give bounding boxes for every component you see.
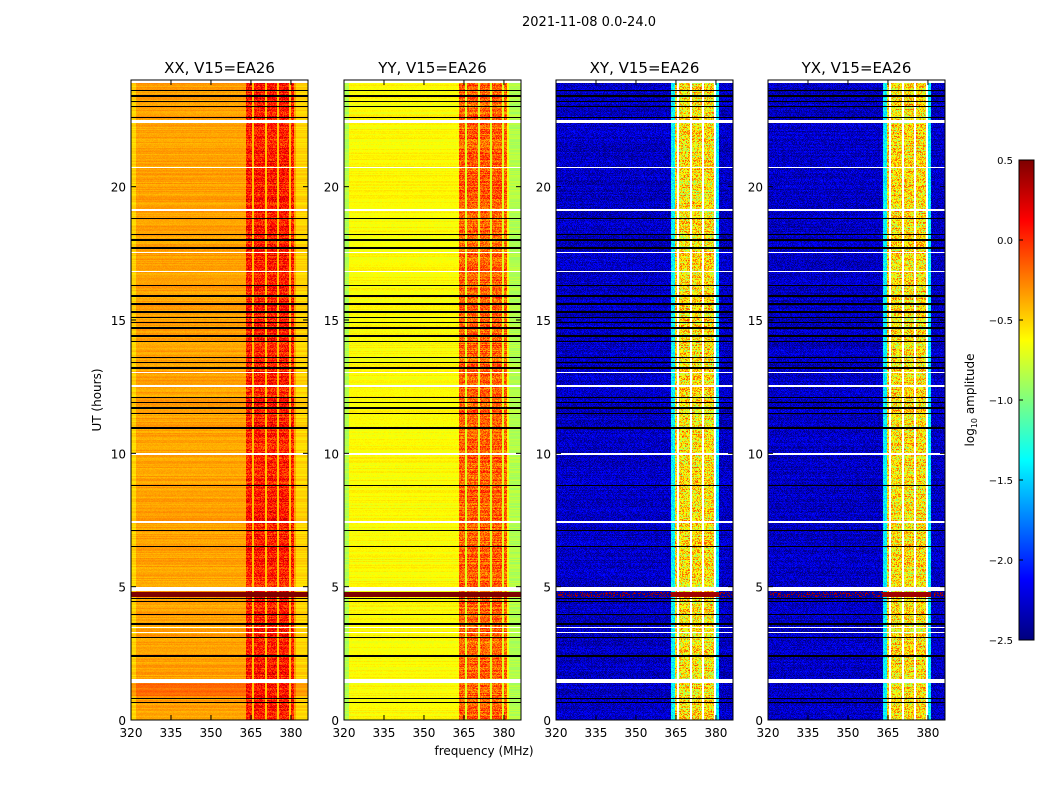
y-tick-label: 10 — [536, 447, 551, 461]
y-tick-label: 0 — [755, 714, 763, 728]
panel-title: YX, V15=EA26 — [801, 59, 912, 77]
colorbar-tick-label: −2.5 — [989, 636, 1013, 647]
x-tick-label: 335 — [160, 726, 183, 740]
heatmap-yx — [768, 80, 945, 720]
y-tick-label: 20 — [111, 181, 126, 195]
colorbar-tick-label: −1.5 — [989, 476, 1013, 487]
x-tick-label: 320 — [333, 726, 356, 740]
x-tick-label: 335 — [373, 726, 396, 740]
x-tick-label: 380 — [279, 726, 302, 740]
x-tick-label: 350 — [625, 726, 648, 740]
x-tick-label: 350 — [413, 726, 436, 740]
y-tick-label: 0 — [331, 714, 339, 728]
axes-frame — [343, 79, 522, 721]
x-tick-label: 365 — [240, 726, 263, 740]
x-tick-label: 350 — [200, 726, 223, 740]
y-tick-label: 15 — [536, 314, 551, 328]
axes-frame — [767, 79, 946, 721]
y-tick-label: 0 — [118, 714, 126, 728]
y-tick-label: 20 — [748, 181, 763, 195]
heatmap-yy — [344, 80, 521, 720]
y-axis-label: UT (hours) — [90, 368, 104, 431]
colorbar-tick-label: −0.5 — [989, 316, 1013, 327]
colorbar-tick-label: 0.0 — [997, 236, 1013, 247]
x-tick-label: 380 — [492, 726, 515, 740]
x-tick-label: 320 — [120, 726, 143, 740]
x-tick-label: 320 — [545, 726, 568, 740]
colorbar-label: log10 amplitude — [963, 354, 979, 447]
colorbar-tick-label: −1.0 — [989, 396, 1013, 407]
y-tick-label: 5 — [331, 581, 339, 595]
x-axis-label: frequency (MHz) — [434, 744, 533, 758]
panel-title: XX, V15=EA26 — [164, 59, 275, 77]
colorbar-tick-label: 0.5 — [997, 156, 1013, 167]
y-tick-label: 15 — [111, 314, 126, 328]
y-tick-label: 5 — [755, 581, 763, 595]
x-tick-label: 350 — [837, 726, 860, 740]
y-tick-label: 10 — [748, 447, 763, 461]
suptitle: 2021-11-08 0.0-24.0 — [522, 15, 656, 30]
x-tick-label: 320 — [757, 726, 780, 740]
y-tick-label: 15 — [324, 314, 339, 328]
x-tick-label: 335 — [585, 726, 608, 740]
y-tick-label: 5 — [543, 581, 551, 595]
axes-frame — [130, 79, 309, 721]
y-tick-label: 10 — [111, 447, 126, 461]
axes-frame — [555, 79, 734, 721]
y-tick-label: 20 — [536, 181, 551, 195]
x-tick-label: 380 — [916, 726, 939, 740]
y-tick-label: 0 — [543, 714, 551, 728]
heatmap-xy — [556, 80, 733, 720]
panel-title: XY, V15=EA26 — [590, 59, 700, 77]
panel-title: YY, V15=EA26 — [377, 59, 487, 77]
colorbar-tick-label: −2.0 — [989, 556, 1013, 567]
y-tick-label: 10 — [324, 447, 339, 461]
heatmap-xx — [131, 80, 308, 720]
x-tick-label: 365 — [665, 726, 688, 740]
x-tick-label: 380 — [704, 726, 727, 740]
y-tick-label: 15 — [748, 314, 763, 328]
y-tick-label: 5 — [118, 581, 126, 595]
colorbar — [1019, 160, 1034, 640]
x-tick-label: 365 — [877, 726, 900, 740]
y-tick-label: 20 — [324, 181, 339, 195]
x-tick-label: 335 — [797, 726, 820, 740]
x-tick-label: 365 — [453, 726, 476, 740]
